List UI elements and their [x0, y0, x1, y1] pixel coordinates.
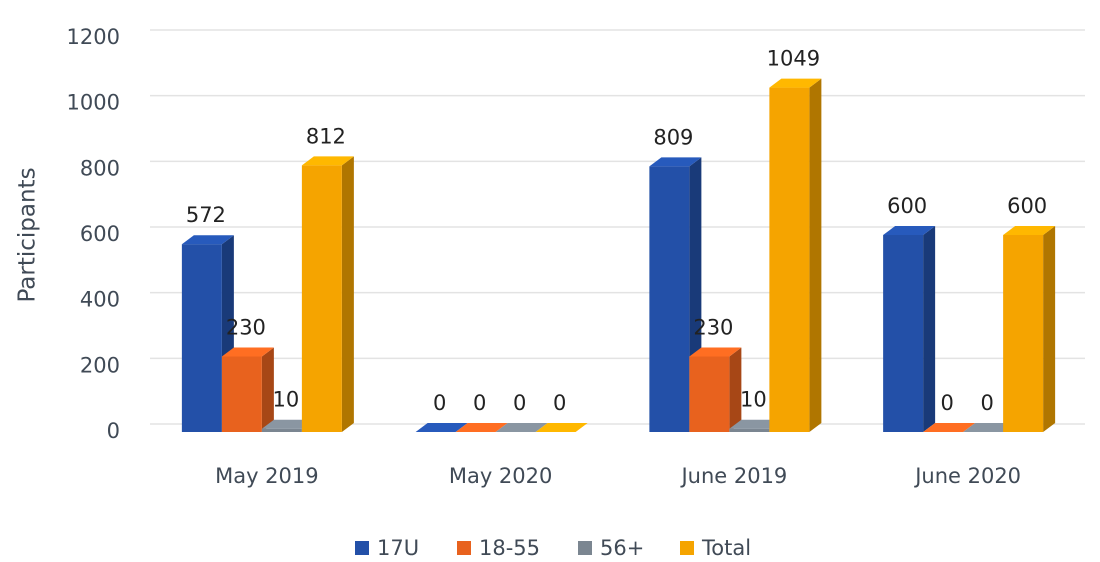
bar — [769, 87, 810, 432]
data-label: 0 — [980, 391, 993, 415]
y-tick-label: 600 — [80, 222, 120, 246]
data-label: 0 — [433, 391, 446, 415]
x-tick-label: June 2019 — [679, 464, 787, 488]
y-tick-label: 0 — [107, 419, 120, 443]
bar-top — [301, 156, 354, 166]
legend-swatch — [457, 541, 471, 555]
bar-top — [963, 423, 1016, 432]
bar-side — [341, 156, 354, 433]
bar-group — [415, 423, 468, 432]
y-tick-label: 1200 — [67, 25, 120, 49]
legend-label: 17U — [377, 536, 419, 560]
data-label: 600 — [887, 194, 927, 218]
legend-label: 18-55 — [479, 536, 540, 560]
bar-side — [809, 78, 822, 432]
bar-top — [221, 347, 274, 357]
x-tick-label: May 2019 — [215, 464, 319, 488]
x-tick-label: May 2020 — [449, 464, 553, 488]
bar-top — [649, 157, 702, 167]
data-label: 0 — [513, 391, 526, 415]
bar — [729, 428, 770, 432]
bar-group — [689, 347, 742, 432]
bar-top — [455, 423, 508, 432]
data-label: 1049 — [767, 47, 820, 71]
bar-group — [769, 78, 822, 432]
bar-group — [535, 423, 588, 432]
bar-group — [455, 423, 508, 432]
bar-group — [221, 347, 274, 432]
bar — [301, 165, 342, 433]
bar — [221, 356, 262, 432]
bar — [181, 244, 222, 432]
bar-top — [769, 78, 822, 88]
bar-top — [923, 423, 976, 432]
data-label: 0 — [553, 391, 566, 415]
legend-swatch — [355, 541, 369, 555]
legend-swatch — [680, 541, 694, 555]
data-label: 812 — [306, 124, 346, 148]
legend-swatch — [578, 541, 592, 555]
bar-side — [729, 347, 742, 432]
bar-top — [415, 423, 468, 432]
y-tick-label: 400 — [80, 288, 120, 312]
bar-group — [923, 423, 976, 432]
data-label: 572 — [186, 203, 226, 227]
data-label: 10 — [740, 388, 767, 412]
bar — [261, 428, 302, 432]
y-axis-title: Participants — [15, 167, 41, 302]
y-tick-label: 800 — [80, 156, 120, 180]
data-label: 809 — [653, 125, 693, 149]
y-tick-label: 1000 — [67, 91, 120, 115]
bar-side — [923, 226, 936, 432]
bar-top — [883, 226, 936, 235]
bar — [1003, 235, 1044, 432]
bar — [689, 356, 730, 432]
legend-label: Total — [701, 536, 751, 560]
legend-label: 56+ — [600, 536, 644, 560]
x-tick-label: June 2020 — [913, 464, 1021, 488]
bar-top — [689, 347, 742, 357]
bar-group — [1003, 226, 1056, 432]
data-label: 230 — [226, 315, 266, 339]
data-label: 600 — [1007, 194, 1047, 218]
data-label: 230 — [693, 315, 733, 339]
bar — [883, 235, 924, 432]
bar — [649, 166, 690, 432]
bar-group — [883, 226, 936, 432]
bar-group — [301, 156, 354, 433]
bar-top — [181, 235, 234, 245]
y-tick-label: 200 — [80, 353, 120, 377]
data-label: 0 — [940, 391, 953, 415]
bar-top — [729, 419, 782, 429]
bar-group — [495, 423, 548, 432]
bar-top — [495, 423, 548, 432]
bar-top — [535, 423, 588, 432]
data-label: 0 — [473, 391, 486, 415]
bar-top — [1003, 226, 1056, 235]
bar-side — [261, 347, 274, 432]
bar-group — [963, 423, 1016, 432]
bar-top — [261, 419, 314, 429]
bar-side — [1043, 226, 1056, 432]
data-label: 10 — [273, 388, 300, 412]
